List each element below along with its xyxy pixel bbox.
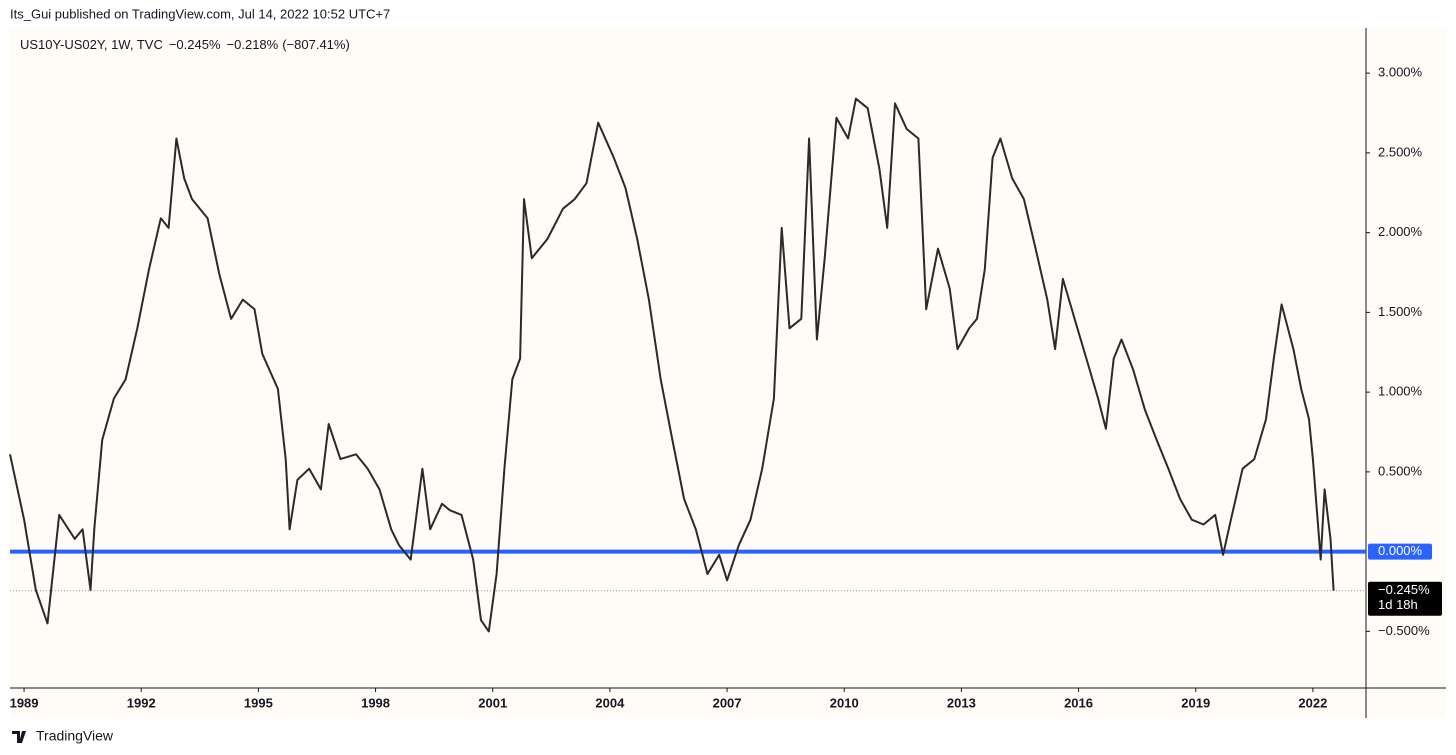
y-tick-label: 3.000% [1378,65,1423,80]
brand-name: TradingView [36,728,114,744]
y-tick-label: −0.500% [1378,623,1430,638]
x-tick-label: 1992 [127,695,156,710]
brand-logo [12,731,26,743]
reference-label-box [1368,543,1432,560]
y-tick-label: 1.500% [1378,304,1423,319]
last-price: −0.245% [169,37,221,52]
last-value-label: −0.245% [1378,582,1430,597]
y-tick-label: 1.000% [1378,384,1423,399]
x-tick-label: 2004 [595,695,625,710]
last-value-box [1368,581,1442,616]
y-tick-label: 2.000% [1378,224,1423,239]
countdown-label: 1d 18h [1378,597,1418,612]
x-tick-label: 1995 [244,695,273,710]
x-tick-label: 2001 [478,695,507,710]
x-tick-label: 2007 [713,695,742,710]
change: −0.218% [227,37,279,52]
x-tick-label: 2010 [830,695,859,710]
symbol-legend: US10Y-US02Y, 1W, TVC −0.245% −0.218% (−807.… [20,37,350,52]
y-tick-label: 0.500% [1378,463,1423,478]
published-note: Its_Gui published on TradingView.com, Ju… [10,6,390,21]
change-pct: (−807.41%) [282,37,350,52]
x-tick-label: 2013 [947,695,976,710]
y-tick-label: 2.500% [1378,144,1423,159]
brand: TradingView [12,728,114,744]
reference-label: 0.000% [1378,543,1423,558]
x-tick-label: 2019 [1181,695,1210,710]
data-line [9,97,1335,633]
x-tick-label: 2022 [1298,695,1327,710]
chart-background [10,28,1446,718]
x-tick-label: 2016 [1064,695,1093,710]
x-tick-label: 1998 [361,695,390,710]
symbol: US10Y-US02Y, 1W, TVC [20,37,163,52]
x-tick-label: 1989 [10,695,39,710]
